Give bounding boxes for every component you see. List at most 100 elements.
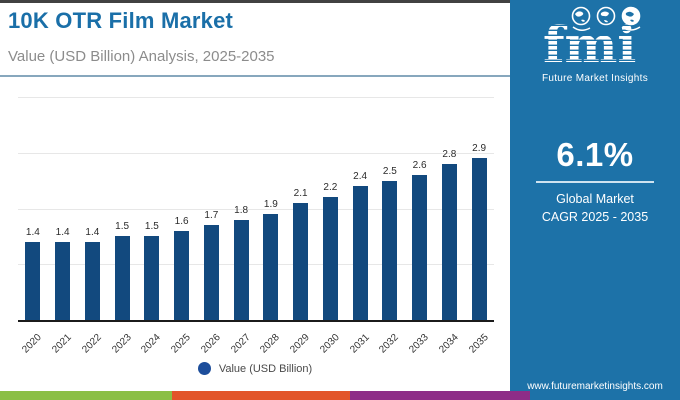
bar <box>144 236 160 320</box>
bar <box>322 197 338 320</box>
bar <box>471 158 487 320</box>
cagr-value: 6.1% <box>556 136 634 173</box>
stat-divider <box>536 181 654 183</box>
bar-group: 2.1 <box>286 97 316 320</box>
top-edge-line <box>0 0 510 3</box>
bar-value-label: 1.5 <box>115 221 130 233</box>
bar-group: 1.4 <box>48 97 78 320</box>
gridline <box>18 264 494 266</box>
bar <box>25 241 41 320</box>
x-axis-label: 2027 <box>228 332 253 356</box>
cagr-label-line2: CAGR 2025 - 2035 <box>541 209 649 224</box>
bar-group: 1.5 <box>107 97 137 320</box>
globe-icon <box>571 6 591 26</box>
cagr-label-line1: Global Market <box>556 192 634 206</box>
bar <box>233 219 249 320</box>
bar-value-label: 1.5 <box>144 221 159 233</box>
x-axis-label: 2033 <box>407 332 431 356</box>
bar-group: 1.4 <box>78 97 108 320</box>
bar-value-label: 2.2 <box>323 182 338 194</box>
x-axis-label: 2022 <box>80 332 104 356</box>
x-axis-label: 2021 <box>50 332 74 356</box>
cagr-label: Global Market CAGR 2025 - 2035 <box>510 191 680 226</box>
bar <box>84 241 100 320</box>
bar-value-label: 1.4 <box>85 226 100 238</box>
bar-value-label: 1.8 <box>234 204 249 216</box>
x-axis-label: 2024 <box>139 332 164 356</box>
bar-group: 1.4 <box>18 97 48 320</box>
arc-decoration <box>621 26 641 31</box>
logo-subtext: Future Market Insights <box>541 73 649 84</box>
header-divider <box>0 75 510 77</box>
bar-value-label: 2.9 <box>472 143 487 155</box>
x-axis-label: 2032 <box>377 332 402 356</box>
globe-icon <box>621 6 641 26</box>
strip-segment-purple <box>350 391 530 400</box>
x-axis-label: 2035 <box>466 332 491 356</box>
bar-group: 2.8 <box>435 97 465 320</box>
bar-chart-plot-area: 1.4 1.4 1.4 1.5 1.5 1.6 1.7 1.8 1.9 2.1 2.2 2.4 2.5 2… <box>18 97 494 322</box>
bar-group: 1.6 <box>167 97 197 320</box>
bar-group: 2.9 <box>464 97 494 320</box>
fmi-logo-text: fmi <box>543 15 636 68</box>
bar-value-label: 1.7 <box>204 210 219 222</box>
page-title: 10K OTR Film Market <box>8 8 234 33</box>
cagr-stat: 6.1% Global Market CAGR 2025 - 2035 <box>510 136 680 226</box>
bar-value-label: 2.8 <box>442 148 457 160</box>
legend-dot-icon <box>197 362 211 375</box>
gridline <box>18 152 494 154</box>
bars-container: 1.4 1.4 1.4 1.5 1.5 1.6 1.7 1.8 1.9 2.1 2.2 2.4 2.5 2… <box>18 97 494 320</box>
bar-group: 2.4 <box>345 97 375 320</box>
legend-label: Value (USD Billion) <box>218 362 313 375</box>
gridline <box>18 208 494 210</box>
bar <box>412 175 428 320</box>
bar-group: 2.5 <box>375 97 405 320</box>
bar <box>352 186 368 320</box>
fmi-logo-graphic: fmi <box>543 6 641 74</box>
x-axis-labels: 2020 2021 2022 2023 2024 2025 2026 2027 2028 2029… <box>18 326 494 360</box>
x-axis-label: 2031 <box>347 332 372 356</box>
bar <box>263 214 279 320</box>
x-axis-label: 2034 <box>437 332 461 356</box>
bar-group: 1.9 <box>256 97 286 320</box>
bar-value-label: 2.4 <box>353 171 368 183</box>
bar-value-label: 2.6 <box>412 160 427 172</box>
bar-group: 1.8 <box>226 97 256 320</box>
x-axis-label: 2029 <box>288 332 312 356</box>
bar-value-label: 1.9 <box>263 199 278 211</box>
bar-value-label: 2.5 <box>382 165 397 177</box>
bar <box>55 241 71 320</box>
strip-segment-orange <box>172 391 350 400</box>
chart-section: 10K OTR Film Market Value (USD Billion) … <box>0 0 510 375</box>
bar-group: 1.5 <box>137 97 167 320</box>
bar-value-label: 1.4 <box>55 226 70 238</box>
bar <box>293 202 309 320</box>
bar <box>382 180 398 320</box>
footer-color-strip <box>0 391 530 400</box>
website-link[interactable]: www.futuremarketinsights.com <box>527 381 663 392</box>
x-axis-label: 2028 <box>258 332 283 356</box>
bar <box>203 225 219 320</box>
fmi-logo: fmi <box>510 6 680 84</box>
bar-value-label: 2.1 <box>293 187 308 199</box>
bar-group: 1.7 <box>197 97 227 320</box>
bar-group: 2.6 <box>405 97 435 320</box>
x-axis-label: 2030 <box>318 332 342 356</box>
gridline <box>18 97 494 98</box>
globe-icon <box>596 6 616 26</box>
x-axis-label: 2023 <box>109 332 134 356</box>
strip-segment-green <box>0 391 172 400</box>
bar <box>174 230 190 320</box>
bar <box>114 236 130 320</box>
brand-panel: fmi <box>510 0 680 400</box>
chart-legend: Value (USD Billion) <box>0 362 510 375</box>
bar-value-label: 1.6 <box>174 215 189 227</box>
page-subtitle: Value (USD Billion) Analysis, 2025-2035 <box>8 48 275 65</box>
bar <box>441 163 457 320</box>
bar-value-label: 1.4 <box>25 226 40 238</box>
x-axis-label: 2020 <box>20 332 45 356</box>
x-axis-label: 2025 <box>169 332 193 356</box>
arc-decoration <box>572 26 591 31</box>
bar-group: 2.2 <box>316 97 346 320</box>
